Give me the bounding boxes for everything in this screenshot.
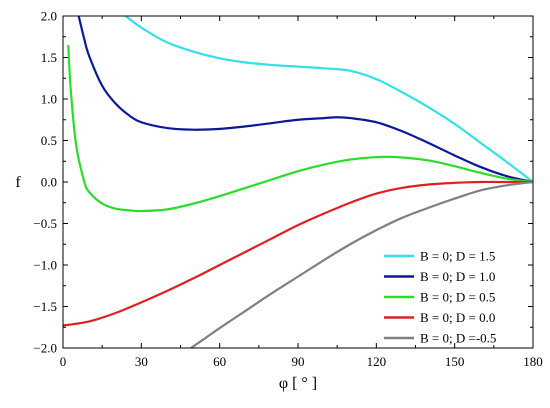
y-tick-label: −1.0 [33,258,57,273]
x-axis-title: φ [ ° ] [279,375,317,392]
y-tick-label: −2.0 [33,341,57,356]
series-line-1 [77,16,533,184]
legend-label-2: B = 0; D = 0.5 [420,290,495,305]
y-tick-label: −0.5 [33,216,57,231]
x-tick-label: 60 [213,354,226,369]
y-tick-label: 0.0 [41,175,57,190]
legend-label-1: B = 0; D = 1.0 [420,269,495,284]
y-tick-label: 1.5 [41,50,57,65]
x-tick-label: 0 [60,354,67,369]
series-line-0 [125,16,533,183]
legend-label-3: B = 0; D = 0.0 [420,310,495,325]
series-line-2 [67,44,533,213]
x-tick-label: 90 [292,354,305,369]
y-tick-label: −1.5 [33,299,57,314]
y-tick-label: 0.5 [41,133,57,148]
tick-labels: 0 30 60 90 120 150 180 −2.0 −1.5 −1.0 −0.5 0.0 0.5 1.… [33,9,542,370]
y-tick-label: 2.0 [41,9,57,24]
series-line-4 [190,180,533,348]
y-axis-title: f [15,174,21,191]
plot-frame [62,15,534,349]
plot-series [63,16,533,348]
legend: B = 0; D = 1.5 B = 0; D = 1.0 B = 0; D = 0… [384,249,496,346]
series-line-3 [63,180,533,327]
x-tick-label: 120 [367,354,387,369]
legend-label-0: B = 0; D = 1.5 [420,249,495,264]
legend-label-4: B = 0; D =-0.5 [420,331,496,346]
x-tick-label: 180 [523,354,543,369]
x-tick-label: 30 [135,354,148,369]
x-tick-label: 150 [445,354,465,369]
y-tick-label: 1.0 [41,92,57,107]
